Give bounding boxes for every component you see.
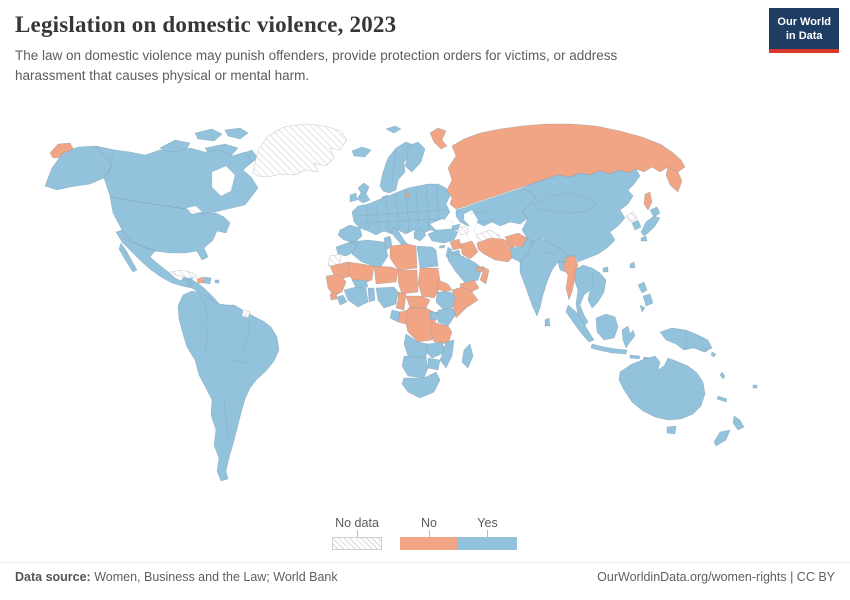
legend-label-no-data: No data: [335, 516, 379, 530]
owid-logo-line2: in Data: [785, 30, 823, 43]
country-mozambique[interactable]: [439, 339, 455, 369]
country-niger[interactable]: [373, 265, 399, 285]
country-japan[interactable]: [640, 206, 661, 242]
country-puerto-rico[interactable]: [214, 279, 220, 284]
legend-swatch-no[interactable]: [400, 537, 458, 550]
country-senegal-guinea[interactable]: [325, 273, 347, 297]
country-sierra-leone[interactable]: [329, 291, 338, 301]
country-greece[interactable]: [413, 228, 427, 242]
country-chad[interactable]: [397, 269, 419, 295]
country-russia[interactable]: [446, 123, 686, 210]
pacific-islands[interactable]: [700, 346, 758, 403]
hudson-bay: [211, 165, 236, 197]
page-subtitle: The law on domestic violence may punish …: [15, 48, 618, 83]
country-oman[interactable]: [479, 265, 490, 285]
country-togo-benin[interactable]: [367, 287, 376, 303]
country-mexico-baja[interactable]: [118, 242, 138, 273]
country-borders: [107, 149, 595, 441]
caspian-sea: [463, 209, 480, 247]
country-china-hainan[interactable]: [602, 266, 609, 273]
country-liberia[interactable]: [336, 294, 348, 306]
country-taiwan[interactable]: [629, 261, 636, 269]
country-russia-novaya-zemlya[interactable]: [429, 127, 448, 150]
country-libya[interactable]: [389, 243, 418, 271]
country-sri-lanka[interactable]: [544, 317, 551, 327]
country-russia-kamchatka[interactable]: [665, 166, 683, 193]
country-central-america[interactable]: [187, 278, 220, 307]
country-new-zealand[interactable]: [713, 415, 745, 447]
country-turkey[interactable]: [427, 228, 459, 244]
country-central-african-republic[interactable]: [405, 295, 431, 309]
country-burkina-faso[interactable]: [351, 279, 369, 289]
country-russia-kaliningrad[interactable]: [404, 192, 410, 198]
country-dr-congo[interactable]: [405, 307, 437, 343]
country-cuba[interactable]: [169, 269, 198, 279]
country-namibia-botswana[interactable]: [401, 355, 429, 379]
country-finland[interactable]: [404, 141, 426, 173]
country-united-kingdom[interactable]: [356, 182, 371, 204]
country-russia-sakhalin[interactable]: [643, 191, 653, 211]
header: Legislation on domestic violence, 2023 T…: [15, 12, 765, 85]
data-source: Data source: Women, Business and the Law…: [15, 570, 338, 584]
country-new-guinea[interactable]: [659, 327, 713, 353]
owid-logo[interactable]: Our World in Data: [769, 8, 839, 53]
country-dominican-republic[interactable]: [203, 276, 212, 285]
legend-label-no: No: [421, 516, 437, 530]
country-iberia[interactable]: [337, 224, 363, 244]
country-suriname[interactable]: [241, 309, 251, 319]
country-somalia[interactable]: [451, 286, 479, 319]
legend-swatch-no-data[interactable]: [332, 537, 382, 550]
footer-divider: [0, 562, 850, 563]
country-zimbabwe[interactable]: [427, 357, 441, 371]
country-thailand-indochina[interactable]: [574, 264, 607, 327]
great-lakes: [185, 205, 203, 215]
country-svalbard[interactable]: [385, 125, 402, 134]
footer-link[interactable]: OurWorldinData.org/women-rights | CC BY: [597, 570, 835, 584]
country-myanmar[interactable]: [562, 254, 579, 301]
mongolia-border: [533, 192, 598, 214]
country-sudan[interactable]: [417, 267, 442, 299]
black-sea: [429, 218, 455, 231]
country-uganda[interactable]: [429, 311, 439, 321]
country-south-america[interactable]: [177, 290, 280, 482]
page-title: Legislation on domestic violence, 2023: [15, 12, 397, 37]
country-madagascar[interactable]: [461, 343, 474, 369]
country-north-korea[interactable]: [625, 211, 638, 223]
country-iceland[interactable]: [351, 146, 372, 158]
country-tasmania[interactable]: [666, 425, 677, 435]
country-south-korea[interactable]: [631, 219, 642, 231]
country-azerbaijan[interactable]: [457, 225, 470, 236]
country-south-africa[interactable]: [401, 371, 441, 399]
country-greenland[interactable]: [252, 123, 348, 178]
legend-label-yes: Yes: [477, 516, 498, 530]
country-australia[interactable]: [618, 355, 706, 421]
country-haiti[interactable]: [196, 276, 205, 284]
data-source-value: Women, Business and the Law; World Bank: [90, 570, 338, 584]
country-eritrea[interactable]: [436, 279, 453, 293]
owid-logo-line1: Our World: [777, 16, 831, 28]
country-philippines[interactable]: [637, 281, 654, 313]
data-source-label: Data source:: [15, 570, 91, 584]
country-uae[interactable]: [475, 266, 484, 273]
country-saudi-arabia[interactable]: [447, 251, 483, 285]
country-jamaica[interactable]: [187, 281, 194, 286]
legend-swatch-yes[interactable]: [458, 537, 517, 550]
country-cameroon[interactable]: [395, 291, 407, 311]
country-ireland[interactable]: [349, 192, 358, 203]
country-iraq[interactable]: [460, 240, 479, 260]
country-kenya[interactable]: [437, 307, 457, 327]
footer: Data source: Women, Business and the Law…: [15, 570, 835, 584]
legend-tick-yes: [487, 530, 488, 537]
country-egypt[interactable]: [416, 245, 439, 269]
country-cyprus[interactable]: [438, 244, 446, 249]
country-nigeria[interactable]: [375, 286, 399, 309]
country-zambia[interactable]: [425, 341, 447, 359]
legend-tick-no-data: [357, 530, 358, 537]
legend-tick-no: [429, 530, 430, 537]
country-cote-divoire-ghana[interactable]: [343, 286, 369, 308]
